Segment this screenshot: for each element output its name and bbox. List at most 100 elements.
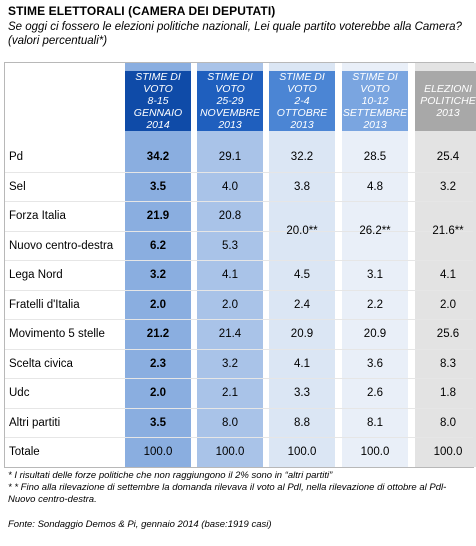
- column-header-line: ELEZIONI: [424, 83, 472, 95]
- column-header-line: 2013: [218, 119, 242, 131]
- value-cell: 3.8: [294, 180, 310, 193]
- footnote-pdl: * * Fino alla rilevazione di settembre l…: [8, 482, 447, 505]
- row-label: Scelta civica: [9, 357, 73, 370]
- column-header-line: STIME DI: [135, 71, 181, 83]
- value-cell: 34.2: [146, 151, 170, 163]
- column-header-line: 2-4: [294, 95, 310, 107]
- row-label: Movimento 5 stelle: [9, 328, 105, 340]
- value-cell: 100.0: [287, 446, 317, 458]
- value-cell: 8.3: [440, 357, 456, 370]
- column-header-line: VOTO: [215, 83, 245, 95]
- row-label: Fratelli d'Italia: [9, 298, 80, 311]
- merged-value-cell: 26.2**: [359, 224, 391, 237]
- column-header-line: 10-12: [361, 95, 389, 107]
- value-cell: 2.4: [294, 298, 310, 311]
- row-label: Lega Nord: [9, 269, 63, 281]
- row-label: Nuovo centro-destra: [9, 239, 114, 252]
- column-header-line: STIME DI: [279, 71, 325, 83]
- value-cell: 1.8: [440, 387, 456, 399]
- value-cell: 21.9: [146, 210, 170, 222]
- footnote-threshold: * I risultati delle forze politiche che …: [8, 470, 333, 481]
- row-label: Altri partiti: [9, 416, 61, 429]
- value-cell: 8.1: [367, 416, 383, 429]
- value-cell: 21.2: [146, 328, 170, 340]
- footnotes: * I risultati delle forze politiche che …: [8, 470, 470, 506]
- column-header-line: 2013: [363, 119, 387, 131]
- value-cell: 100.0: [143, 446, 173, 458]
- value-cell: 100.0: [215, 446, 245, 458]
- row-divider: [5, 230, 473, 232]
- row-divider: [5, 289, 473, 291]
- merged-value-cell: 21.6**: [432, 224, 464, 237]
- column-header-line: VOTO: [287, 83, 317, 95]
- column-header-line: STIME DI: [352, 71, 398, 83]
- column-header-line: 2014: [146, 119, 170, 131]
- column-header-line: 25-29: [216, 95, 244, 107]
- value-cell: 25.4: [436, 151, 460, 163]
- value-cell: 4.5: [294, 269, 310, 281]
- value-cell: 32.2: [290, 151, 314, 163]
- value-cell: 6.2: [150, 239, 166, 252]
- column-header-line: 8-15: [147, 95, 169, 107]
- row-divider: [5, 407, 473, 409]
- row-label: Sel: [9, 180, 26, 193]
- row-divider: [5, 348, 473, 350]
- value-cell: 100.0: [360, 446, 390, 458]
- merged-value-cell: 20.0**: [286, 224, 318, 237]
- value-cell: 2.0: [440, 298, 456, 311]
- row-divider: [5, 260, 473, 261]
- value-cell: 8.8: [294, 416, 310, 429]
- vote-estimates-table: STIME DI VOTO 8-15 gennaio 2014 STIME DI VOTO 2…: [4, 62, 476, 468]
- column-header-1: STIME DI VOTO 8-15 gennaio 2014: [125, 71, 191, 131]
- column-header-line: VOTO: [360, 83, 390, 95]
- value-cell: 3.5: [150, 180, 166, 193]
- value-cell: 21.4: [218, 328, 242, 340]
- value-cell: 20.9: [363, 328, 387, 340]
- column-header-line: settembre: [342, 107, 408, 119]
- column-header-line: ottobre: [276, 107, 328, 119]
- value-cell: 3.6: [367, 357, 383, 370]
- column-header-line: 2013: [436, 107, 460, 119]
- value-cell: 20.8: [218, 210, 242, 222]
- value-cell: 2.3: [150, 357, 166, 370]
- value-cell: 2.0: [222, 298, 238, 311]
- column-header-line: POLITICHE: [420, 95, 476, 107]
- value-cell: 29.1: [218, 151, 242, 163]
- value-cell: 3.2: [150, 269, 166, 281]
- column-header-3: STIME DI VOTO 2-4 ottobre 2013: [269, 71, 335, 131]
- value-cell: 28.5: [363, 151, 387, 163]
- survey-question: Se oggi ci fossero le elezioni politiche…: [8, 21, 462, 47]
- column-header-line: novembre: [199, 107, 261, 119]
- value-cell: 3.5: [150, 416, 166, 429]
- row-label: Totale: [9, 446, 40, 458]
- column-header-line: gennaio: [133, 107, 183, 119]
- column-header-line: STIME DI: [207, 71, 253, 83]
- row-divider: [5, 378, 473, 379]
- value-cell: 3.3: [294, 387, 310, 399]
- value-cell: 4.1: [222, 269, 238, 281]
- column-header-line: VOTO: [143, 83, 173, 95]
- source-note: Fonte: Sondaggio Demos & Pi, gennaio 201…: [8, 519, 272, 530]
- column-header-2: STIME DI VOTO 25-29 novembre 2013: [197, 71, 263, 131]
- value-cell: 2.0: [150, 298, 166, 311]
- column-header-5: ELEZIONI POLITICHE 2013: [415, 71, 476, 131]
- value-cell: 100.0: [433, 446, 463, 458]
- value-cell: 2.6: [367, 387, 383, 399]
- row-divider: [5, 171, 473, 173]
- value-cell: 5.3: [222, 239, 238, 252]
- value-cell: 20.9: [290, 328, 314, 340]
- value-cell: 8.0: [440, 416, 456, 429]
- column-header-4: STIME DI VOTO 10-12 settembre 2013: [342, 71, 408, 131]
- value-cell: 3.1: [367, 269, 383, 281]
- value-cell: 4.1: [294, 357, 310, 370]
- value-cell: 3.2: [440, 180, 456, 193]
- value-cell: 8.0: [222, 416, 238, 429]
- value-cell: 4.1: [440, 269, 456, 281]
- column-header-line: 2013: [290, 119, 314, 131]
- row-divider: [5, 437, 473, 438]
- value-cell: 2.0: [150, 387, 166, 399]
- value-cell: 25.6: [436, 328, 460, 340]
- value-cell: 4.8: [367, 180, 383, 193]
- value-cell: 3.2: [222, 357, 238, 370]
- row-label: Pd: [9, 151, 24, 163]
